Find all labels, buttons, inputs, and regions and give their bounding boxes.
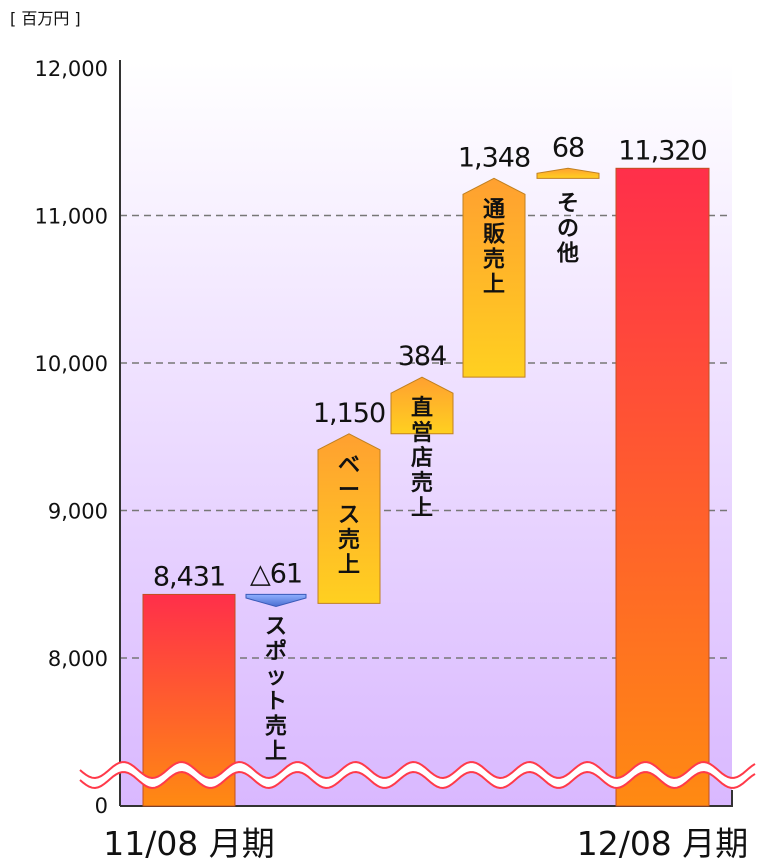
- y-tick-label: 12,000: [35, 57, 108, 81]
- step-value-label: 1,150: [313, 398, 385, 429]
- step-label-char: ー: [338, 478, 360, 503]
- step-label-char: 売: [338, 527, 360, 553]
- axis-break-fill: [80, 762, 755, 788]
- step-label-char: 営: [411, 420, 433, 446]
- axis-break-line: [79, 760, 756, 780]
- step-label-char: 他: [556, 241, 579, 266]
- step-label-char: 上: [338, 553, 360, 578]
- step-label-char: 上: [411, 496, 433, 521]
- step-label-char: ト: [265, 689, 287, 714]
- x-category-label: 11/08 月期: [103, 824, 275, 863]
- y-tick-label: 0: [95, 794, 108, 818]
- step-value-label: 384: [398, 341, 447, 372]
- y-tick-label: 10,000: [35, 352, 108, 376]
- increase-bar: [536, 167, 600, 179]
- increase-bar: [390, 376, 454, 435]
- y-tick-label: 9,000: [48, 500, 108, 524]
- increase-bar: [462, 177, 526, 378]
- step-label-char: 上: [265, 739, 287, 764]
- y-tick-label: 11,000: [35, 205, 108, 229]
- step-label-char: ッ: [265, 664, 287, 689]
- step-value-label: △61: [250, 558, 302, 589]
- step-value-label: 1,348: [458, 142, 530, 173]
- increase-bar: [317, 433, 381, 604]
- step-label-char: ス: [338, 503, 360, 528]
- step-label-char: そ: [557, 191, 579, 216]
- step-value-label: 68: [552, 132, 584, 163]
- step-label-char: 通: [483, 197, 505, 222]
- y-tick-label: 8,000: [48, 647, 108, 671]
- bar-value-label: 11,320: [618, 135, 706, 166]
- step-label-char: 売: [483, 246, 505, 272]
- step-label-char: ベ: [338, 453, 360, 478]
- total-bar: [615, 167, 710, 807]
- step-label-char: 店: [411, 446, 433, 471]
- step-label-char: の: [557, 216, 579, 241]
- step-label-char: ポ: [265, 638, 287, 664]
- step-label-char: 直: [411, 395, 433, 421]
- x-category-label: 12/08 月期: [577, 824, 749, 863]
- step-label-char: 売: [265, 713, 287, 739]
- unit-label: [ 百万円 ]: [10, 9, 81, 28]
- bar-value-label: 8,431: [153, 561, 225, 592]
- step-label-char: 上: [483, 272, 505, 297]
- step-label-char: 売: [411, 470, 433, 496]
- axis-break-line: [79, 770, 756, 790]
- step-label-char: ス: [265, 614, 287, 639]
- decrease-bar: [245, 593, 307, 607]
- step-label-char: 販: [483, 222, 506, 247]
